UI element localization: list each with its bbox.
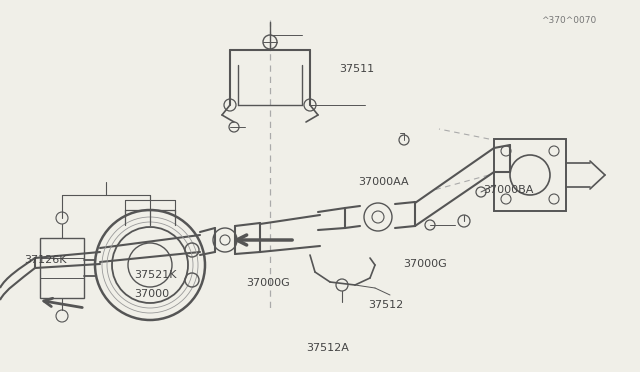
Bar: [494, 139, 566, 211]
Text: 37000: 37000: [134, 289, 170, 299]
Text: 37512A: 37512A: [306, 343, 349, 353]
Text: ^370^0070: ^370^0070: [541, 16, 596, 25]
Text: 37000AA: 37000AA: [358, 177, 409, 187]
Text: 37000G: 37000G: [403, 259, 447, 269]
Text: 37000G: 37000G: [246, 278, 290, 288]
Text: 37512: 37512: [368, 300, 403, 310]
Bar: [40, 238, 84, 298]
Text: 37521K: 37521K: [134, 270, 177, 280]
Text: 37511: 37511: [339, 64, 374, 74]
Text: 37126K: 37126K: [24, 256, 67, 265]
Text: 37000BA: 37000BA: [483, 185, 534, 195]
